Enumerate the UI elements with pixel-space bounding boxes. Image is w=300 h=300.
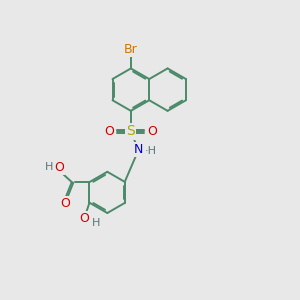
Text: H: H [92, 218, 100, 228]
Text: ·H: ·H [145, 146, 157, 156]
Text: O: O [104, 125, 114, 138]
Text: S: S [127, 124, 135, 138]
Text: N: N [134, 143, 143, 156]
Text: O: O [80, 212, 89, 225]
Text: O: O [60, 197, 70, 210]
Text: H: H [45, 162, 53, 172]
Text: Br: Br [124, 44, 138, 56]
Text: O: O [54, 161, 64, 175]
Text: O: O [147, 125, 157, 138]
